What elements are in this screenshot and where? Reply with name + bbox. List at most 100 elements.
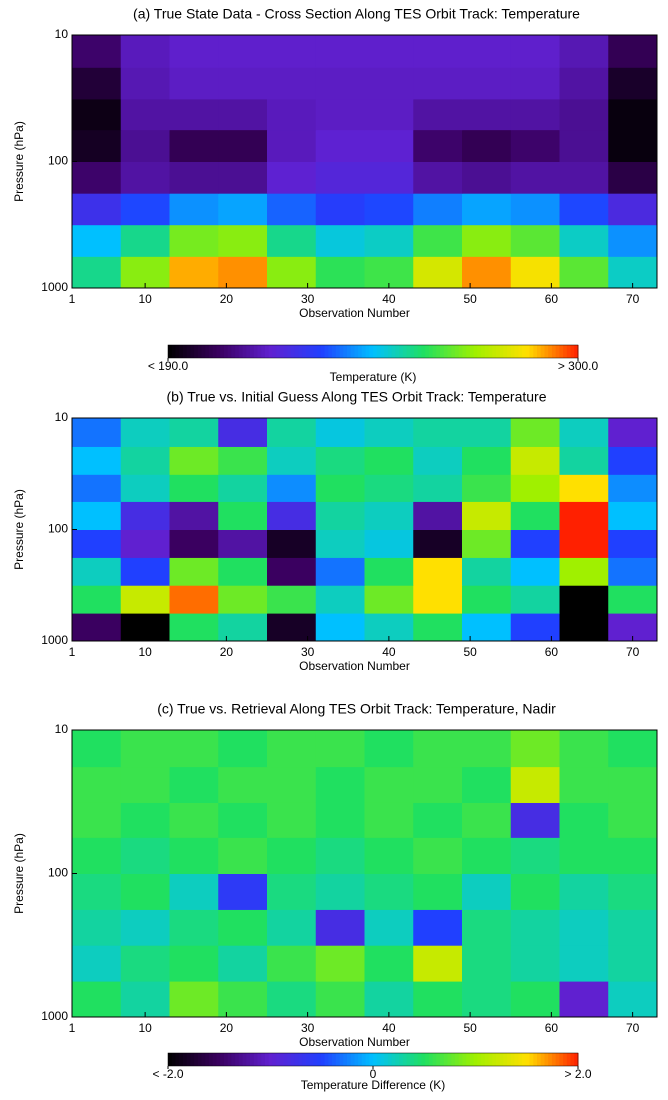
colorbar-swatch: [223, 1053, 229, 1066]
heatmap-cell: [267, 98, 317, 131]
colorbar-swatch: [279, 345, 285, 358]
colorbar-swatch: [544, 345, 549, 358]
heatmap-cell: [413, 837, 463, 874]
colorbar-swatch: [328, 345, 333, 358]
colorbar-swatch: [365, 345, 370, 358]
colorbar-swatch: [287, 1053, 292, 1066]
heatmap-cell: [120, 224, 170, 257]
colorbar-swatch: [395, 1053, 400, 1066]
heatmap-cell: [169, 35, 219, 68]
heatmap-cell: [559, 474, 609, 502]
colorbar-frame: [167, 344, 579, 359]
colorbar-swatch: [432, 345, 437, 358]
colorbar-swatch: [488, 345, 493, 358]
colorbar-swatch: [399, 1053, 404, 1066]
colorbar-swatch: [555, 1053, 560, 1066]
heatmap-cell: [413, 585, 463, 614]
colorbar-swatch: [212, 1053, 217, 1066]
heatmap-cell: [462, 193, 512, 226]
heatmap-cell: [559, 161, 609, 194]
colorbar-tick-label: > 2.0: [564, 1067, 591, 1081]
colorbar-swatch: [417, 1053, 422, 1066]
colorbar-swatch: [227, 1053, 232, 1066]
heatmap-cell: [218, 129, 268, 162]
colorbar-swatch: [268, 345, 273, 358]
heatmap-cell: [72, 256, 122, 289]
heatmap-cell: [218, 67, 268, 100]
heatmap-cell: [169, 256, 219, 289]
colorbar-swatch: [570, 345, 575, 358]
heatmap-cell: [462, 766, 512, 803]
colorbar-swatch: [514, 345, 519, 358]
heatmap-cell: [608, 67, 658, 100]
colorbar-swatch: [171, 345, 176, 358]
heatmap-cell: [169, 802, 219, 838]
heatmap-cell: [364, 837, 414, 874]
colorbar-swatch: [387, 1053, 393, 1066]
heatmap-cell: [72, 35, 122, 68]
colorbar-swatch: [488, 1053, 493, 1066]
colorbar-swatch: [194, 1053, 199, 1066]
colorbar-swatch: [469, 345, 475, 358]
colorbar-swatch: [559, 345, 564, 358]
heatmap-cell: [559, 35, 609, 68]
colorbar-swatch: [175, 1053, 180, 1066]
x-tick-label: 20: [220, 645, 234, 659]
colorbar-swatch: [436, 345, 441, 358]
colorbar-swatch: [179, 1053, 184, 1066]
heatmap-cell: [462, 945, 512, 982]
heatmap-cell: [218, 224, 268, 257]
heatmap-cell: [267, 529, 317, 558]
heatmap-cell: [267, 585, 317, 614]
colorbar-swatch: [380, 345, 385, 358]
heatmap-cell: [120, 98, 170, 131]
colorbar-swatch: [391, 345, 396, 358]
heatmap-cell: [120, 474, 170, 502]
colorbar-swatch: [436, 1053, 441, 1066]
x-tick-label: 60: [545, 292, 559, 306]
heatmap-cell: [608, 474, 658, 502]
colorbar-swatch: [216, 345, 221, 358]
colorbar-swatch: [350, 345, 355, 358]
heatmap-cell: [218, 529, 268, 558]
heatmap-cell: [72, 613, 122, 642]
colorbar-swatch: [440, 345, 445, 358]
heatmap-cell: [218, 557, 268, 586]
heatmap-cell: [608, 529, 658, 558]
heatmap-cell: [169, 161, 219, 194]
heatmap-cell: [72, 501, 122, 530]
y-tick-label: 100: [48, 866, 68, 880]
colorbar-swatch: [332, 1053, 337, 1066]
heatmap-cell: [608, 129, 658, 162]
colorbar-swatch: [507, 345, 512, 358]
heatmap-cell: [72, 766, 122, 803]
heatmap-cell: [462, 613, 512, 642]
colorbar-swatch: [309, 1053, 314, 1066]
heatmap-cell: [559, 98, 609, 131]
heatmap-cell: [169, 557, 219, 586]
heatmap-cell: [608, 981, 658, 1018]
heatmap-cell: [72, 873, 122, 910]
colorbar-swatch: [298, 345, 303, 358]
heatmap-cell: [218, 909, 268, 946]
heatmap-cell: [315, 446, 365, 475]
y-tick-label: 1000: [41, 633, 68, 647]
y-tick-label: 1000: [41, 280, 68, 294]
colorbar-swatch: [376, 345, 381, 358]
heatmap-cell: [315, 256, 365, 289]
colorbar-swatch: [451, 345, 456, 358]
heatmap-cell: [462, 129, 512, 162]
heatmap-cell: [413, 129, 463, 162]
heatmap-cell: [267, 945, 317, 982]
heatmap-cell: [315, 766, 365, 803]
heatmap-cell: [218, 837, 268, 874]
colorbar-swatch: [477, 1053, 482, 1066]
heatmap-cell: [315, 418, 365, 447]
colorbar-swatch: [279, 1053, 285, 1066]
y-tick-label: 1000: [41, 1009, 68, 1023]
colorbar-swatch: [455, 345, 460, 358]
heatmap-cell: [218, 35, 268, 68]
colorbar-swatch: [496, 1053, 501, 1066]
colorbar-swatch: [477, 345, 482, 358]
